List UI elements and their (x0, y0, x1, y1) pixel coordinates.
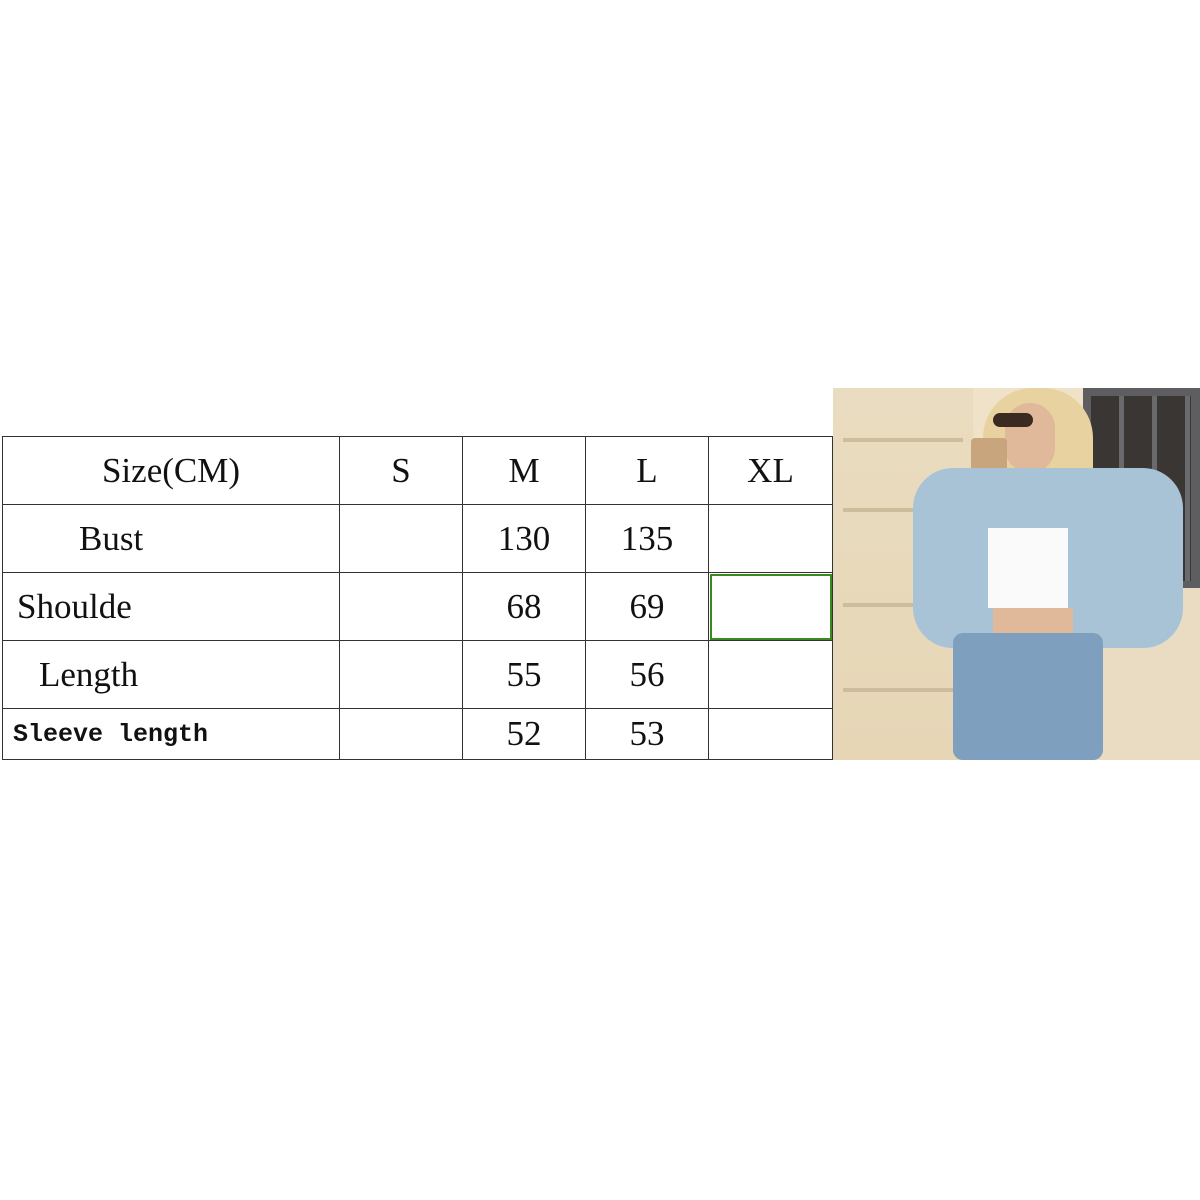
cell: 130 (462, 504, 586, 573)
cell (339, 640, 463, 709)
cell: 52 (462, 708, 586, 760)
cell (339, 504, 463, 573)
table-row: Bust 130 135 (2, 504, 833, 573)
cell: 68 (462, 572, 586, 641)
cell: 69 (585, 572, 709, 641)
selected-cell[interactable] (708, 572, 833, 641)
cell: 135 (585, 504, 709, 573)
row-label: Shoulde (2, 572, 340, 641)
row-label: Sleeve length (2, 708, 340, 760)
cell (708, 640, 833, 709)
row-label: Length (2, 640, 340, 709)
header-row: Size(CM) S M L XL (2, 436, 833, 505)
cell: 56 (585, 640, 709, 709)
product-photo (833, 388, 1200, 760)
size-chart-table: Size(CM) S M L XL Bust 130 135 Shoulde 6… (2, 436, 833, 760)
cell: 55 (462, 640, 586, 709)
table-row: Shoulde 68 69 (2, 572, 833, 641)
row-label: Bust (2, 504, 340, 573)
table-row: Sleeve length 52 53 (2, 708, 833, 760)
header-l: L (585, 436, 709, 505)
header-xl: XL (708, 436, 833, 505)
header-size: Size(CM) (2, 436, 340, 505)
header-s: S (339, 436, 463, 505)
table-row: Length 55 56 (2, 640, 833, 709)
cell (708, 504, 833, 573)
cell: 53 (585, 708, 709, 760)
header-m: M (462, 436, 586, 505)
cell (339, 708, 463, 760)
cell (708, 708, 833, 760)
cell (339, 572, 463, 641)
